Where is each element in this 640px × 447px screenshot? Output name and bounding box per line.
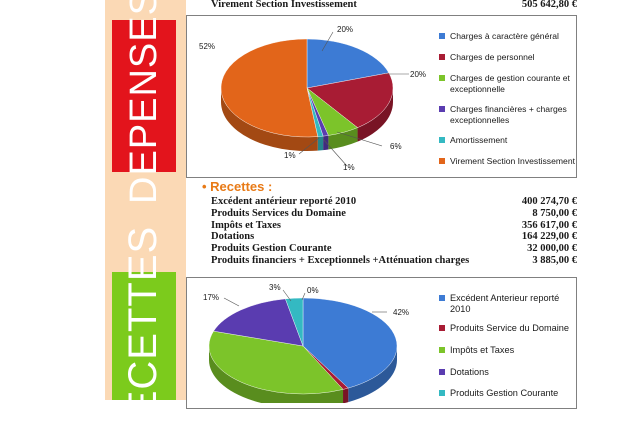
pie-slice-side [357,88,393,142]
table-row: Produits financiers + Exceptionnels +Att… [211,255,577,267]
legend-item: Produits Gestion Courante [439,388,575,399]
pie-slice-side [328,127,358,150]
table-row: Dotations 164 229,00 € [211,231,577,243]
legend-label: Produits Gestion Courante [450,388,559,398]
legend-swatch [439,158,445,164]
table-row: Excédent antérieur reporté 2010 400 274,… [211,196,577,208]
row-label: Dotations [211,231,255,243]
row-value: 8 750,00 € [532,207,577,219]
recettes-section-title: • Recettes : [202,179,273,194]
legend-label: Produits Service du Domaine [450,323,569,333]
legend-item: Dotations [439,367,575,378]
depenses-side-label: DEPENSES [112,0,176,203]
legend-item: Amortissement [439,135,580,146]
legend-swatch [439,295,445,301]
dep-pct-label: 1% [343,163,355,171]
legend-item: Charges financières + charges exceptionn… [439,104,580,126]
dep-pct-label: 20% [410,70,426,79]
row-label: Excédent antérieur reporté 2010 [211,196,357,207]
row-value: 3 885,00 € [532,254,577,266]
pie-slice-side [209,346,344,403]
row-label: Impôts et Taxes [211,219,282,231]
legend-swatch [439,54,445,60]
recettes-pie-chart: 42% 17% 3% 0% [203,283,409,403]
legend-swatch [439,369,445,375]
legend-label: Amortissement [450,135,508,145]
left-margin [0,0,105,400]
pie-slice [306,72,394,128]
virement-label: Virement Section Investissement [211,0,357,10]
row-value: 164 229,00 € [521,231,577,243]
virement-row: Virement Section Investissement 505 642,… [205,0,577,12]
legend-swatch [439,347,445,353]
pie-slice-side [317,136,324,151]
recettes-title: RECETTES [121,225,166,447]
legend-item: Charges de gestion courante et exception… [439,73,580,95]
rec-pct-label: 3% [269,283,281,292]
pie-slice [306,38,390,89]
rec-pct-label: 0% [307,286,319,295]
legend-item: Impôts et Taxes [439,345,575,356]
legend-label: Virement Section Investissement [450,156,575,166]
pie-slice-side [221,88,318,151]
legend-label: Excédent Anterieur reporté 2010 [450,293,560,314]
legend-swatch [439,137,445,143]
recettes-chart-box: 42% 17% 3% 0% Excédent Anterieur reporté… [186,277,577,409]
recettes-side-label: RECETTES [112,225,176,447]
legend-label: Charges à caractère général [450,31,559,41]
depenses-pie-chart: 20% 20% 6% 1% 1% 52% [199,25,426,171]
pie-slice [220,38,319,138]
dep-pct-label: 6% [390,142,402,151]
pie-slice-side [323,135,329,151]
legend-item: Charges à caractère général [439,31,580,42]
row-value: 32 000,00 € [527,243,577,255]
legend-swatch [439,75,445,81]
pie-slice [302,297,398,389]
legend-label: Charges de gestion courante et exception… [450,73,570,94]
dep-pct-label: 52% [199,42,215,51]
dep-pct-label: 20% [337,25,353,34]
legend-item: Produits Service du Domaine [439,323,575,334]
recettes-table: Excédent antérieur reporté 2010 400 274,… [211,196,577,267]
depenses-chart-box: 20% 20% 6% 1% 1% 52% Charges à caractère… [186,15,577,178]
row-value: 400 274,70 € [521,196,577,207]
rec-pct-label: 17% [203,293,219,302]
legend-swatch [439,33,445,39]
rec-pct-label: 42% [393,308,409,317]
pie-slice [208,330,344,395]
virement-value: 505 642,80 € [521,0,577,10]
legend-label: Impôts et Taxes [450,345,515,355]
row-label: Produits Gestion Courante [211,243,332,255]
legend-label: Charges de personnel [450,52,535,62]
row-label: Produits financiers + Exceptionnels +Att… [211,254,470,266]
table-row: Impôts et Taxes 356 617,00 € [211,220,577,232]
legend-swatch [439,390,445,396]
legend-item: Charges de personnel [439,52,580,63]
table-row: Produits Services du Domaine 8 750,00 € [211,208,577,220]
legend-label: Charges financières + charges exceptionn… [450,104,567,125]
pie-slice-side [348,346,397,403]
table-row: Produits Gestion Courante 32 000,00 € [211,243,577,255]
legend-item: Virement Section Investissement [439,156,580,167]
pie-slice-side [343,388,349,403]
dep-pct-label: 1% [284,151,296,160]
legend-swatch [439,325,445,331]
pie-slice [213,298,304,347]
legend-swatch [439,106,445,112]
row-value: 356 617,00 € [521,219,577,231]
row-label: Produits Services du Domaine [211,207,346,219]
legend-item: Excédent Anterieur reporté 2010 [439,293,575,315]
depenses-title: DEPENSES [122,0,165,204]
legend-label: Dotations [450,367,489,377]
